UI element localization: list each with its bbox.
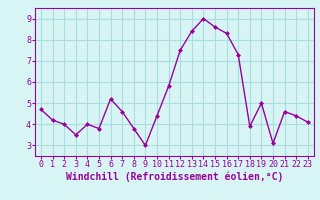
X-axis label: Windchill (Refroidissement éolien,°C): Windchill (Refroidissement éolien,°C): [66, 172, 283, 182]
